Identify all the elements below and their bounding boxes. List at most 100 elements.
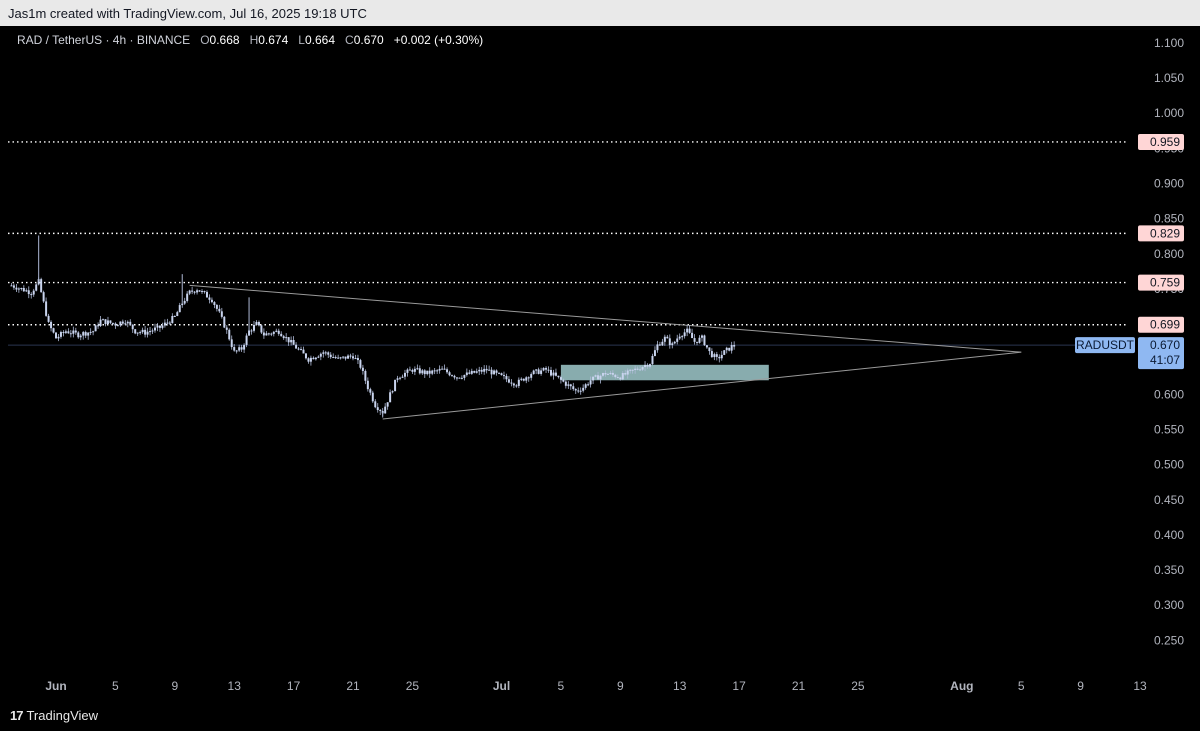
candle-body-208	[525, 377, 528, 381]
candle-body-243	[611, 372, 614, 375]
candle-body-108	[277, 330, 280, 334]
candle-body-207	[522, 378, 525, 381]
candle-body-201	[507, 379, 510, 383]
candle-body-129	[329, 354, 332, 358]
candle-body-231	[582, 387, 585, 391]
candle-body-147	[374, 401, 377, 408]
candle-body-99	[255, 321, 258, 325]
candle-body-40	[109, 320, 112, 323]
candle-body-219	[552, 372, 555, 376]
candle-body-287	[720, 354, 723, 359]
candle-body-90	[233, 347, 236, 351]
candle-body-118	[302, 349, 305, 354]
chart-frame[interactable]: 1.1001.0501.0000.9500.9000.8500.8000.750…	[8, 26, 1192, 698]
candle-body-140	[356, 358, 359, 361]
candle-body-12	[40, 279, 43, 293]
candle-body-52	[139, 332, 142, 334]
candle-body-217	[547, 369, 550, 371]
candle-body-221	[557, 375, 560, 378]
candle-body-195	[493, 370, 496, 375]
candle-body-291	[730, 345, 733, 351]
candle-body-62	[163, 322, 166, 326]
symbol-title: RAD / TetherUS · 4h · BINANCE	[17, 33, 191, 47]
candle-body-165	[418, 368, 421, 374]
x-tick-label: 25	[406, 679, 420, 693]
candle-body-251	[631, 369, 634, 371]
candle-body-38	[104, 319, 107, 325]
candle-body-172	[436, 370, 439, 372]
candle-body-64	[168, 322, 171, 324]
x-tick-label: Aug	[950, 679, 973, 693]
y-tick-label: 0.800	[1154, 247, 1184, 261]
candle-body-10	[35, 284, 38, 291]
candle-body-86	[223, 316, 226, 328]
candle-body-253	[636, 368, 639, 370]
candle-body-136	[347, 355, 350, 359]
candle-body-203	[512, 383, 515, 386]
candle-body-23	[67, 331, 70, 334]
y-tick-label: 0.400	[1154, 528, 1184, 542]
candle-body-104	[267, 333, 270, 335]
candle-body-127	[324, 352, 327, 354]
level-tag-label: 0.829	[1150, 226, 1180, 240]
candle-body-189	[478, 369, 481, 372]
candle-body-89	[230, 339, 233, 348]
candle-body-236	[594, 375, 597, 377]
candle-body-96	[248, 330, 251, 336]
candle-body-228	[574, 389, 577, 391]
candle-body-5	[22, 288, 25, 292]
candle-body-119	[304, 353, 307, 359]
x-tick-label: 5	[558, 679, 565, 693]
candle-body-176	[446, 369, 449, 373]
candle-body-290	[728, 347, 731, 351]
candle-body-269	[676, 338, 679, 342]
candle-body-214	[540, 370, 543, 374]
price-chart[interactable]: 1.1001.0501.0000.9500.9000.8500.8000.750…	[8, 26, 1192, 698]
candle-body-154	[391, 391, 394, 393]
candle-body-225	[567, 384, 570, 386]
candle-body-264	[663, 336, 666, 342]
candle-body-175	[443, 368, 446, 370]
candle-body-280	[703, 335, 706, 346]
candle-body-215	[542, 367, 545, 371]
x-tick-label: 5	[112, 679, 119, 693]
x-tick-label: Jun	[45, 679, 66, 693]
candle-body-218	[550, 370, 552, 376]
candle-body-271	[681, 336, 684, 338]
candle-body-188	[475, 371, 478, 373]
candle-body-268	[673, 341, 676, 344]
candle-body-206	[520, 378, 523, 380]
candle-body-101	[260, 325, 263, 333]
candle-body-144	[366, 380, 369, 390]
x-tick-label: 17	[287, 679, 301, 693]
candle-body-139	[354, 358, 357, 360]
candle-body-47	[126, 321, 129, 324]
candle-body-79	[205, 291, 208, 298]
candle-body-6	[25, 290, 28, 292]
candle-body-202	[510, 382, 513, 384]
candle-body-56	[149, 331, 152, 333]
candle-body-3	[17, 288, 20, 290]
candle-body-123	[314, 357, 317, 360]
candle-body-2	[15, 287, 18, 290]
candle-body-57	[151, 330, 154, 332]
candle-body-259	[651, 355, 654, 365]
symbol-tag-label: RADUSDT	[1076, 338, 1135, 352]
candle-body-187	[473, 370, 476, 373]
candle-body-210	[530, 374, 533, 378]
candle-body-106	[272, 331, 275, 334]
tradingview-logo[interactable]: 17 TradingView	[10, 708, 98, 723]
candle-body-246	[619, 377, 622, 380]
symbol-tag-bg	[1075, 337, 1135, 354]
candle-body-213	[537, 369, 540, 374]
candle-body-30	[84, 332, 87, 336]
level-tag-bg	[1138, 225, 1184, 242]
candle-body-209	[527, 377, 530, 379]
candle-body-22	[64, 331, 67, 333]
candle-body-91	[235, 350, 238, 352]
candle-body-159	[403, 372, 406, 377]
candle-body-130	[332, 357, 335, 359]
candle-body-258	[649, 364, 651, 367]
candle-body-131	[334, 357, 337, 359]
low-label: L	[298, 33, 305, 47]
